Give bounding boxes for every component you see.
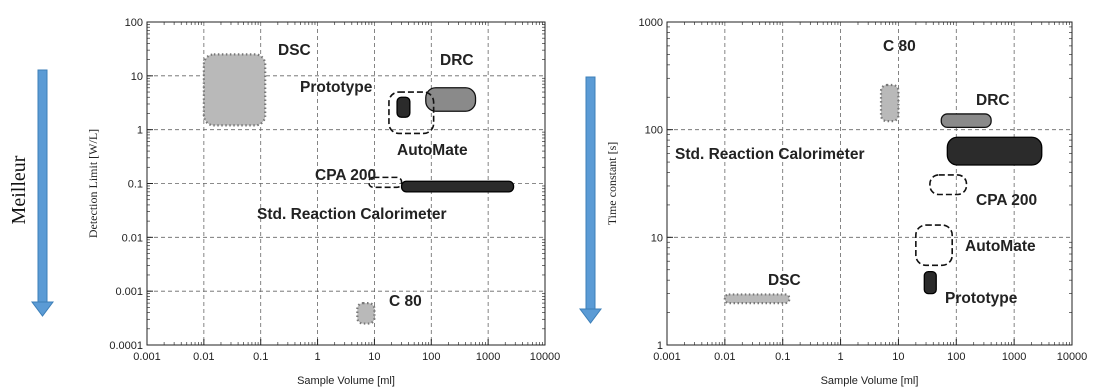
region-dsc <box>202 53 267 127</box>
x-tick-label: 0.1 <box>253 351 268 363</box>
region-label: Std. Reaction Calorimeter <box>257 206 447 223</box>
arrow-down-right <box>579 76 602 324</box>
x-tick-label: 10000 <box>530 351 561 363</box>
x-tick-label: 0.01 <box>714 351 735 363</box>
chart-time-constant: C 80 DRC Std. Reaction Calorimeter CPA 200 A… <box>605 17 1087 387</box>
region-drc <box>940 113 992 129</box>
x-tick-label: 1000 <box>476 351 500 363</box>
chart-detection-limit: DSC DRC Prototype AutoMate CPA 200 Std. React… <box>86 17 560 387</box>
y-tick-label: 1 <box>657 340 663 352</box>
x-tick-label: 1 <box>315 351 321 363</box>
region-label: CPA 200 <box>976 192 1037 209</box>
region-cpa-200 <box>368 176 403 189</box>
region-label: Prototype <box>300 79 373 96</box>
x-tick-label: 0.001 <box>133 351 161 363</box>
y-tick-label: 10 <box>651 232 663 244</box>
x-tick-label: 1 <box>838 351 844 363</box>
y-tick-label: 0.01 <box>122 232 143 244</box>
region-label: AutoMate <box>397 142 468 159</box>
region-label: DSC <box>278 42 311 59</box>
region-label: DRC <box>440 52 474 69</box>
region-std-reaction-calorimeter <box>400 180 515 193</box>
y-tick-label: 10 <box>131 71 143 83</box>
y-tick-label: 100 <box>645 125 663 137</box>
y-tick-label: 0.001 <box>115 286 143 298</box>
x-tick-label: 10 <box>368 351 380 363</box>
y-tick-label: 0.0001 <box>109 340 143 352</box>
region-label: DRC <box>976 92 1010 109</box>
y-tick-label: 1 <box>137 125 143 137</box>
region-automate <box>388 91 435 135</box>
region-cpa-200 <box>929 174 968 196</box>
region-prototype <box>923 271 937 295</box>
side-label: Meilleur <box>8 155 30 224</box>
region-std-reaction-calorimeter <box>946 136 1043 166</box>
region-drc <box>425 87 477 112</box>
x-tick-label: 100 <box>947 351 965 363</box>
y-tick-label: 1000 <box>639 17 663 29</box>
plot-frame <box>666 21 1073 346</box>
region-label: C 80 <box>883 38 916 55</box>
x-tick-label: 10000 <box>1057 351 1088 363</box>
x-tick-label: 10 <box>892 351 904 363</box>
y-tick-label: 100 <box>125 17 143 29</box>
region-prototype <box>396 96 411 118</box>
region-label: Prototype <box>945 290 1018 307</box>
y-axis-label: Time constant [s] <box>605 142 619 226</box>
x-tick-label: 100 <box>422 351 440 363</box>
x-tick-label: 0.001 <box>653 351 681 363</box>
region-label: CPA 200 <box>315 167 376 184</box>
region-label: C 80 <box>389 293 422 310</box>
region-dsc <box>723 293 791 305</box>
y-tick-label: 0.1 <box>128 179 143 191</box>
x-tick-label: 0.1 <box>775 351 790 363</box>
y-axis-label: Detection Limit [W/L] <box>86 129 100 238</box>
region-c-80 <box>356 302 376 325</box>
region-label: DSC <box>768 272 801 289</box>
arrow-down-left <box>31 69 54 317</box>
region-automate <box>915 224 954 267</box>
region-label: Std. Reaction Calorimeter <box>675 146 865 163</box>
x-axis-label: Sample Volume [ml] <box>821 375 919 387</box>
region-c-80 <box>879 83 900 123</box>
x-axis-label: Sample Volume [ml] <box>297 375 395 387</box>
region-label: AutoMate <box>965 238 1036 255</box>
x-tick-label: 1000 <box>1002 351 1026 363</box>
x-tick-label: 0.01 <box>193 351 214 363</box>
